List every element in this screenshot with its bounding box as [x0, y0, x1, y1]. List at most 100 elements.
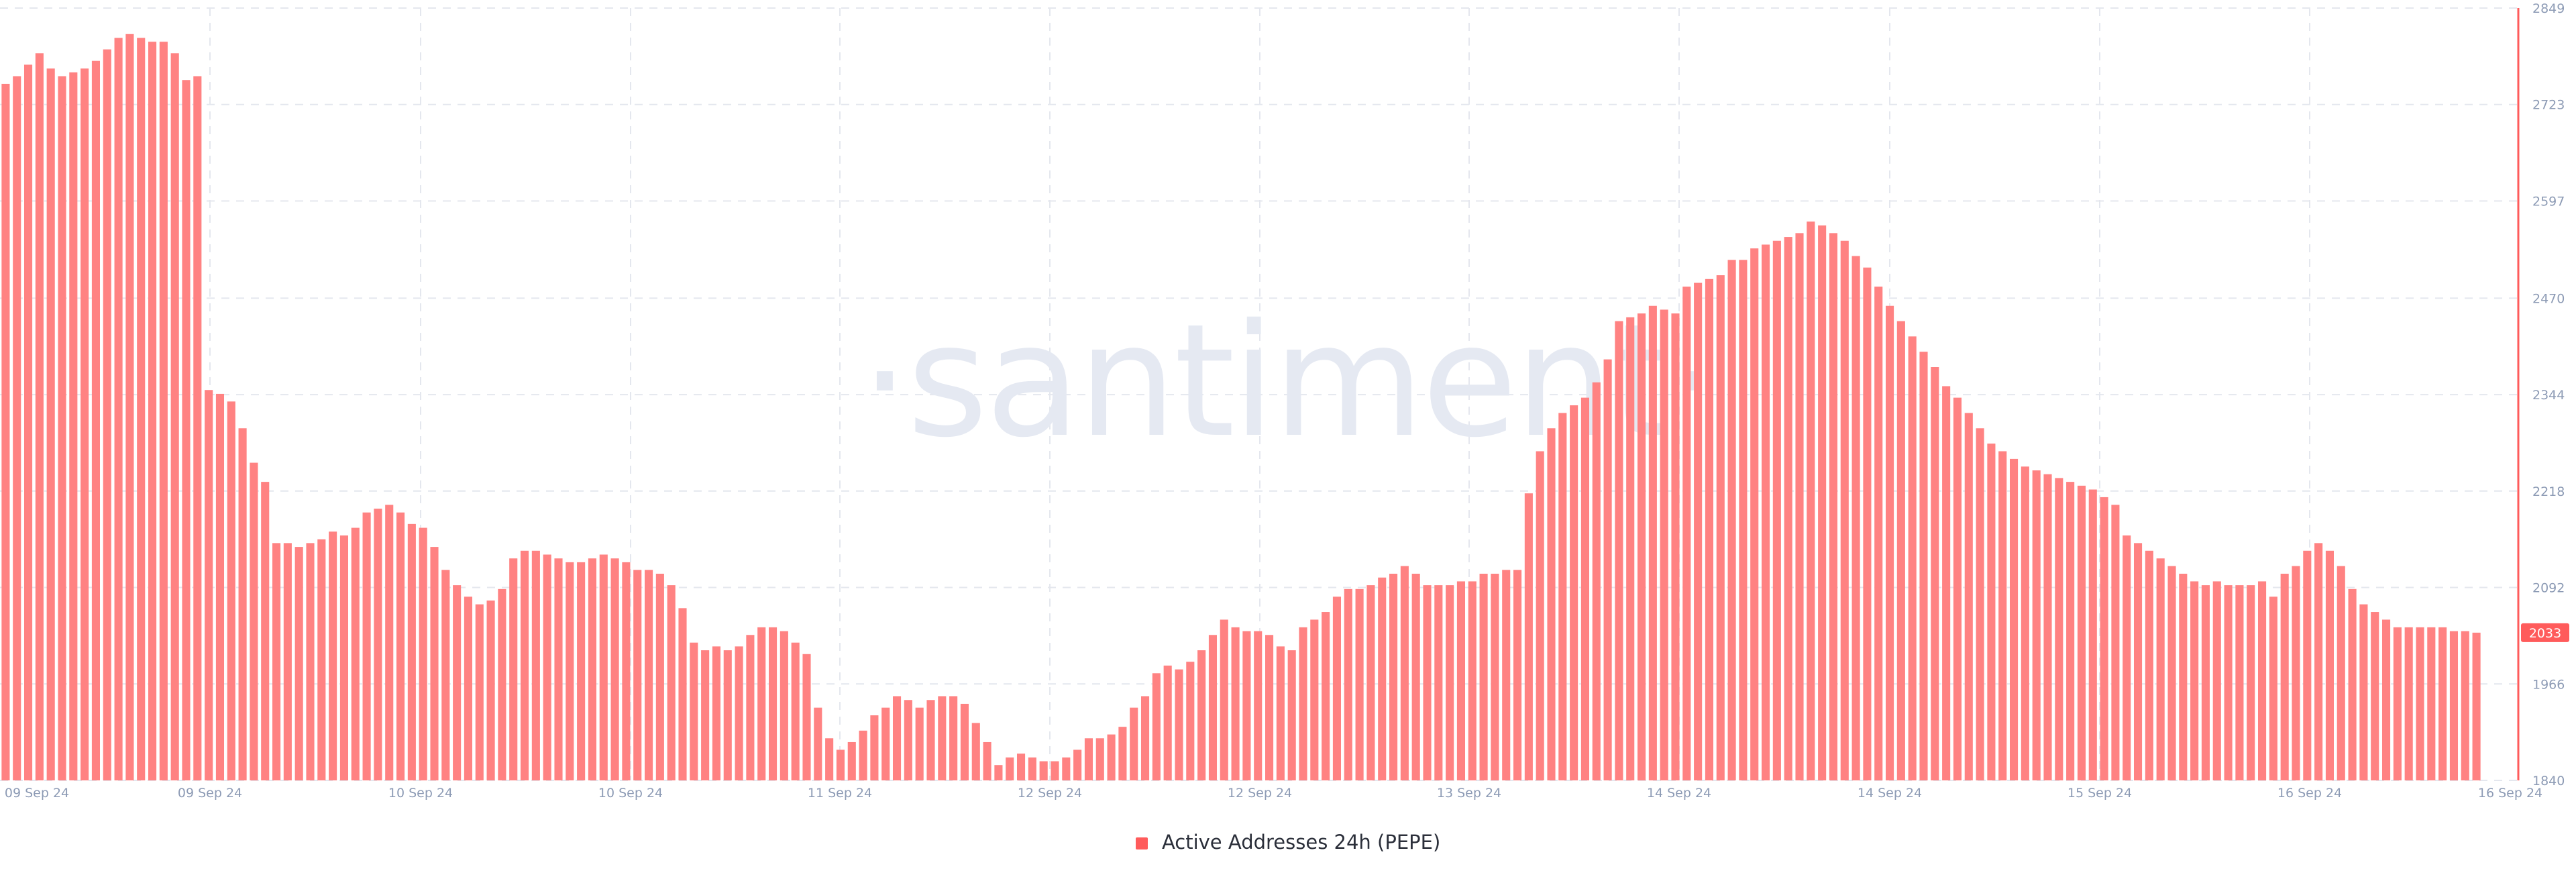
last-value-label: 2033 — [2529, 626, 2561, 641]
bar — [1705, 278, 1714, 780]
bar — [215, 393, 225, 780]
x-tick-label: 10 Sep 24 — [598, 786, 663, 801]
bar — [2212, 581, 2221, 780]
bar — [2292, 566, 2300, 780]
bar — [1186, 662, 1195, 780]
y-tick-label: 2597 — [2532, 194, 2565, 209]
legend-swatch — [1135, 837, 1148, 850]
y-tick-label: 1966 — [2532, 677, 2565, 692]
bar — [306, 543, 315, 780]
bar — [566, 562, 574, 780]
bar — [1163, 665, 1172, 780]
bar — [1660, 309, 1668, 780]
bar — [1502, 570, 1511, 780]
bar — [757, 627, 766, 780]
bar — [2348, 588, 2357, 780]
bar — [836, 750, 845, 780]
bar — [610, 558, 619, 780]
bar — [1276, 646, 1285, 780]
bar — [1400, 566, 1409, 780]
y-tick-label: 2092 — [2532, 581, 2565, 596]
bar — [35, 53, 44, 780]
bar — [1727, 260, 1736, 780]
bar — [148, 42, 157, 781]
bar — [351, 527, 360, 780]
bar — [1547, 428, 1556, 780]
bar — [1558, 413, 1567, 780]
legend[interactable]: Active Addresses 24h (PEPE) — [0, 831, 2576, 854]
bar — [1355, 588, 1364, 780]
bar — [2438, 627, 2447, 780]
bar — [588, 558, 597, 780]
bar — [1411, 574, 1420, 780]
bar — [80, 68, 89, 781]
bar — [294, 547, 303, 780]
y-tick-label: 2344 — [2532, 388, 2565, 403]
bar — [791, 642, 800, 780]
x-tick-label: 12 Sep 24 — [1228, 786, 1292, 801]
bar — [1807, 221, 1815, 780]
bar — [1039, 761, 1048, 780]
bar — [520, 550, 529, 780]
bar — [114, 38, 123, 781]
bar — [1603, 359, 1612, 780]
bar — [159, 42, 168, 781]
bar — [690, 642, 698, 780]
bar — [1953, 397, 1962, 780]
x-tick-label: 15 Sep 24 — [2068, 786, 2132, 801]
bar — [599, 554, 608, 780]
bar — [1671, 313, 1680, 780]
bar — [509, 558, 518, 780]
bar — [2145, 550, 2153, 780]
bar — [1242, 631, 1251, 780]
bar — [91, 60, 101, 781]
bar — [58, 76, 66, 780]
bar — [1299, 627, 1307, 780]
bar — [329, 531, 337, 780]
bar — [712, 646, 721, 780]
bar — [1851, 256, 1860, 781]
bar — [1479, 574, 1488, 780]
y-tick-label: 2470 — [2532, 291, 2565, 306]
bar — [2179, 574, 2188, 780]
bar — [2088, 489, 2097, 780]
bar — [870, 715, 879, 780]
bar — [971, 723, 980, 780]
x-tick-label: 09 Sep 24 — [178, 786, 242, 801]
bar — [2055, 478, 2063, 780]
bar — [2133, 543, 2143, 780]
bar — [1615, 321, 1623, 780]
bar — [103, 49, 111, 781]
bar — [1310, 619, 1319, 780]
bar — [1028, 757, 1036, 780]
bar — [2257, 581, 2267, 780]
bar — [2077, 485, 2086, 780]
bar — [2032, 470, 2041, 780]
bar — [2123, 535, 2131, 780]
bar — [2461, 631, 2469, 780]
bar — [1648, 305, 1657, 780]
bar — [1378, 577, 1387, 780]
bar — [1750, 248, 1759, 780]
bar — [2472, 632, 2481, 780]
bar — [1423, 585, 1432, 780]
bar — [1051, 761, 1059, 780]
bar — [723, 650, 732, 780]
bar — [1942, 386, 1951, 780]
bar — [1140, 696, 1150, 780]
bar — [1344, 588, 1352, 780]
bar — [1885, 305, 1894, 780]
bar — [1456, 581, 1466, 780]
bar — [2427, 627, 2436, 780]
bar — [23, 64, 33, 780]
bar — [1580, 397, 1590, 780]
x-tick-label: 14 Sep 24 — [1858, 786, 1922, 801]
bar — [1254, 631, 1263, 780]
bar — [655, 574, 664, 780]
bar — [1739, 260, 1748, 780]
bar — [407, 523, 416, 780]
bar — [892, 696, 902, 780]
bar — [430, 547, 439, 780]
bar — [960, 703, 969, 780]
